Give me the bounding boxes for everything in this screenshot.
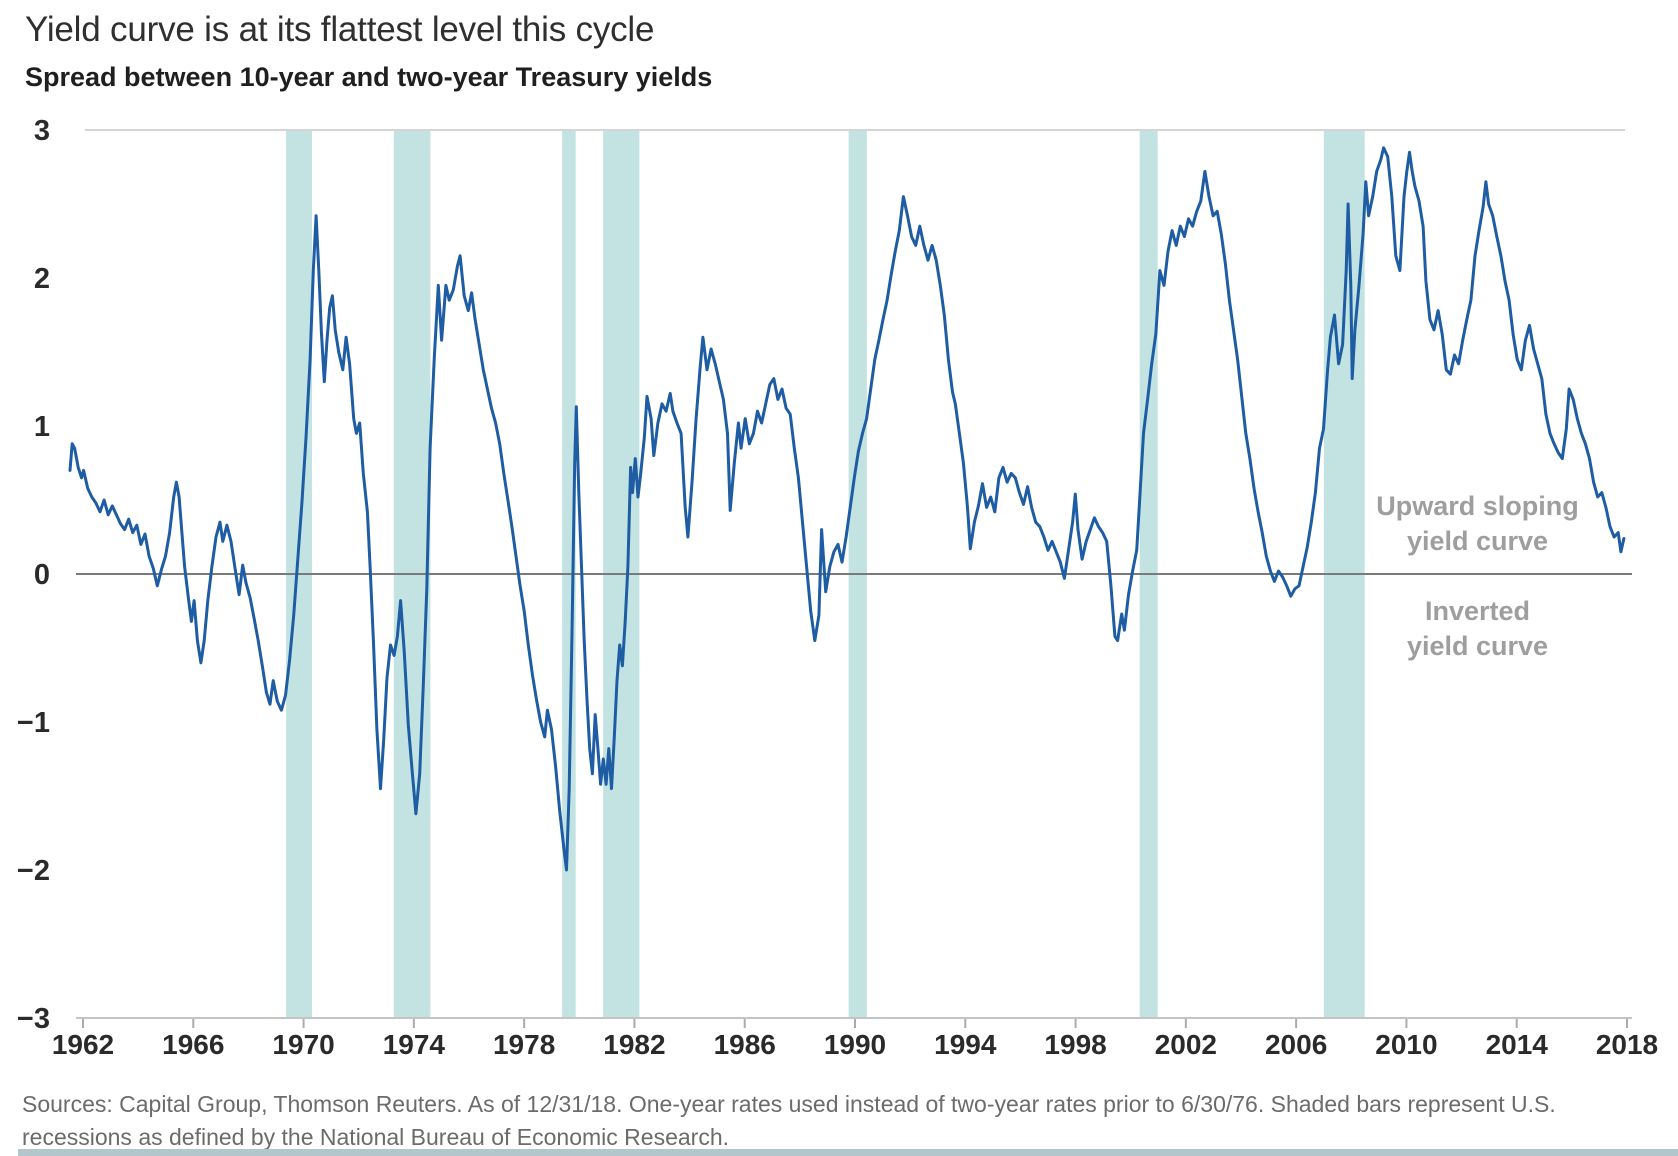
x-tick-label: 1974: [383, 1029, 446, 1060]
y-tick-label: −2: [17, 855, 50, 887]
y-tick-label: −3: [17, 1003, 50, 1035]
y-tick-label: 3: [34, 115, 50, 147]
source-note: Sources: Capital Group, Thomson Reuters.…: [22, 1091, 1556, 1150]
x-tick-label: 1990: [824, 1029, 886, 1060]
x-tick-label: 1966: [162, 1029, 224, 1060]
x-tick-label: 2002: [1155, 1029, 1217, 1060]
x-tick-label: 1982: [603, 1029, 665, 1060]
x-tick-label: 1970: [272, 1029, 334, 1060]
y-tick-label: 0: [34, 559, 50, 591]
x-tick-label: 1978: [493, 1029, 555, 1060]
x-tick-label: 2010: [1375, 1029, 1437, 1060]
bottom-strip: [18, 1149, 1678, 1156]
x-tick-label: 1986: [714, 1029, 776, 1060]
x-tick-label: 2006: [1265, 1029, 1327, 1060]
x-tick-label: 2014: [1486, 1029, 1549, 1060]
x-tick-label: 1994: [934, 1029, 997, 1060]
y-tick-label: 2: [34, 263, 50, 295]
y-tick-label: 1: [34, 411, 50, 443]
x-tick-label: 1998: [1044, 1029, 1106, 1060]
annotation-inverted: Inverted yield curve: [1406, 596, 1549, 661]
x-tick-label: 2018: [1596, 1029, 1658, 1060]
y-tick-label: −1: [17, 707, 50, 739]
annotation-upward-sloping: Upward sloping yield curve: [1376, 491, 1579, 556]
page-title: Yield curve is at its flattest level thi…: [25, 10, 655, 49]
spread-line: [68, 146, 1626, 872]
x-tick-label: 1962: [52, 1029, 114, 1060]
chart-subtitle: Spread between 10-year and two-year Trea…: [25, 62, 713, 92]
